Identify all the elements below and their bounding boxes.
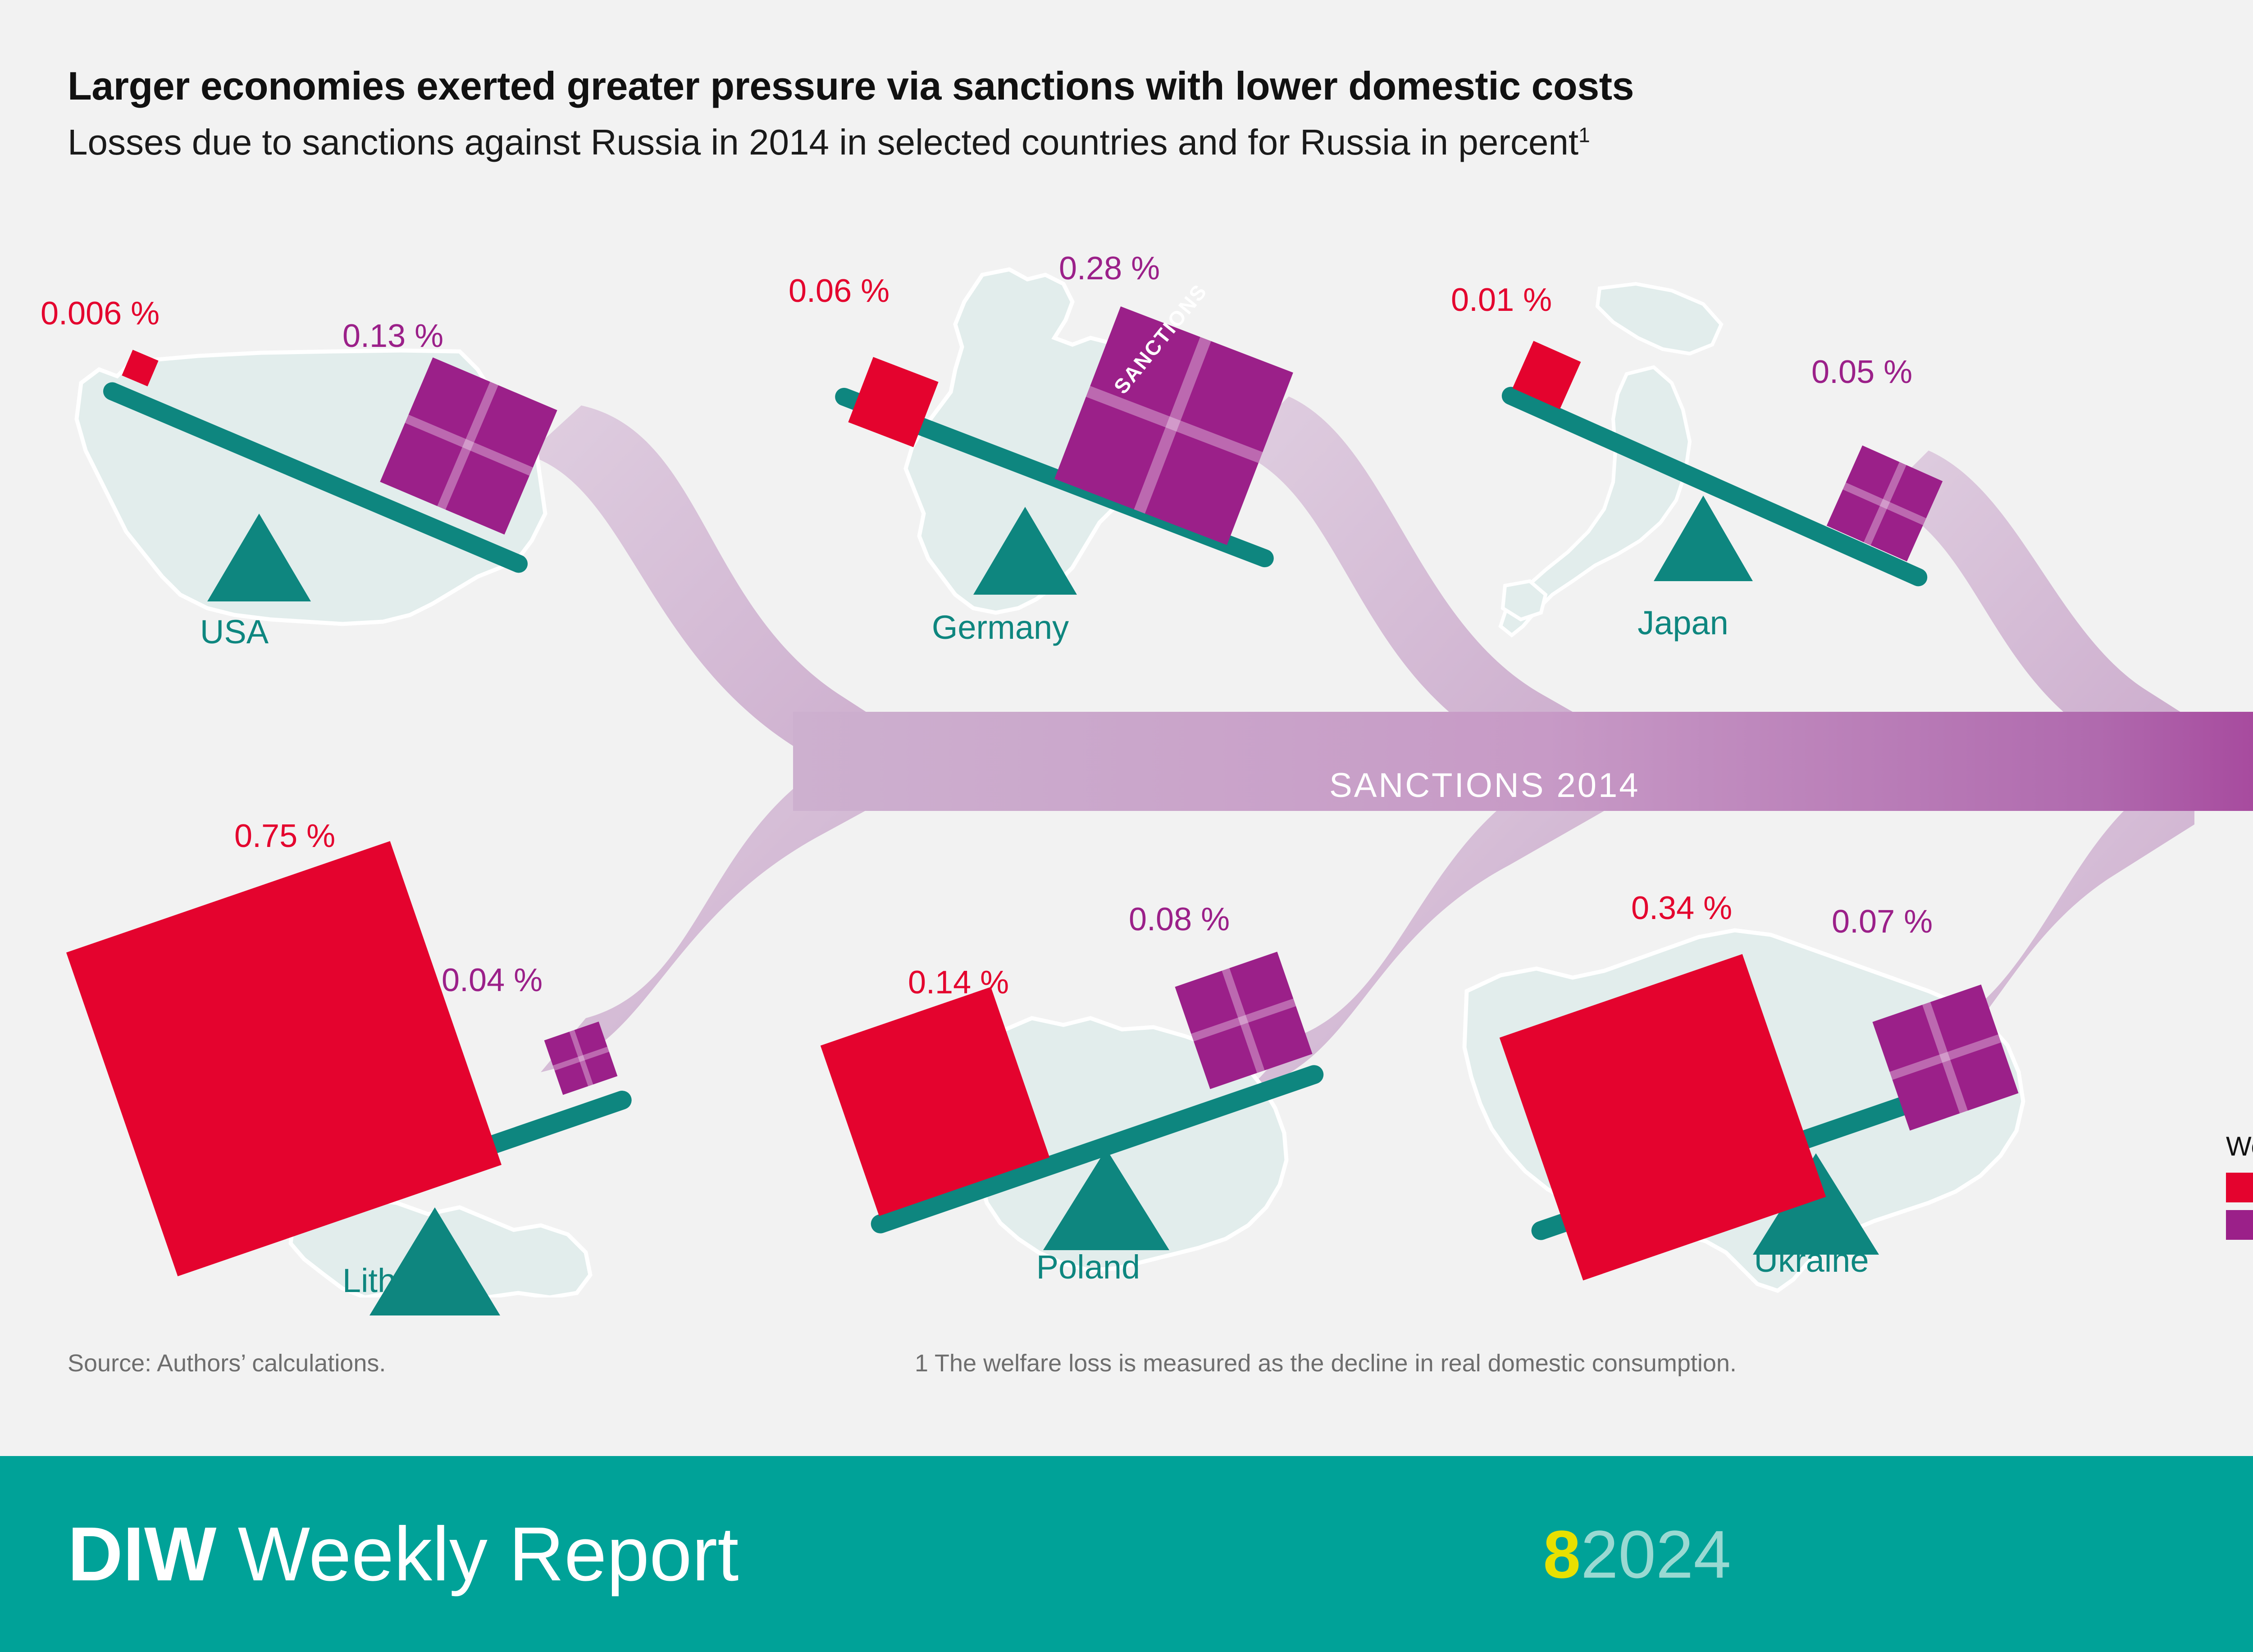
value-russia-ukraine: 0.07 % xyxy=(1832,904,1933,940)
seesaw-fulcrum-germany xyxy=(973,507,1077,595)
scale-usa[interactable]: 0.006 % 0.13 % USA xyxy=(27,279,658,651)
seesaw-fulcrum-usa xyxy=(207,514,311,601)
scale-lithuania[interactable]: 0.75 % 0.04 % Lithuania xyxy=(54,775,707,1315)
subtitle-text: Losses due to sanctions against Russia i… xyxy=(68,122,1579,162)
value-russia-japan: 0.05 % xyxy=(1811,354,1913,390)
scale-poland[interactable]: 0.14 % 0.08 % Poland xyxy=(793,883,1406,1302)
scale-ukraine[interactable]: 0.34 % 0.07 % Ukraine xyxy=(1442,856,2091,1306)
value-russia-lithuania: 0.04 % xyxy=(442,962,543,998)
bottom-banner: DIW Weekly Report 82024 DIW BERLIN xyxy=(0,1456,2253,1652)
subtitle-footnote-marker: 1 xyxy=(1578,123,1590,147)
country-label-lithuania: Lithuania xyxy=(342,1262,478,1299)
value-country-germany: 0.06 % xyxy=(789,273,890,309)
seesaw-fulcrum-japan xyxy=(1654,496,1753,581)
seesaw-fulcrum-poland xyxy=(1043,1149,1169,1250)
issue-indicator: 82024 xyxy=(1543,1520,1731,1588)
country-label-usa: USA xyxy=(200,613,269,651)
value-russia-germany: 0.28 % xyxy=(1059,250,1160,287)
legend-item-russia: For Russia xyxy=(2226,1209,2253,1240)
footnote: 1 The welfare loss is measured as the de… xyxy=(915,1350,1737,1377)
issue-number: 8 xyxy=(1543,1516,1581,1592)
value-country-japan: 0.01 % xyxy=(1451,282,1552,318)
legend-item-country: For the country xyxy=(2226,1172,2253,1203)
legend-swatch-country xyxy=(2226,1172,2253,1202)
value-russia-poland: 0.08 % xyxy=(1129,901,1230,937)
japan-map xyxy=(1498,282,1724,638)
country-label-germany: Germany xyxy=(931,609,1069,646)
value-country-ukraine: 0.34 % xyxy=(1631,890,1733,926)
value-country-usa: 0.006 % xyxy=(41,296,160,332)
banner-title: DIW Weekly Report xyxy=(68,1516,739,1593)
source-note: Source: Authors’ calculations. xyxy=(68,1350,386,1377)
country-label-poland: Poland xyxy=(1036,1248,1140,1286)
scale-germany[interactable]: SANCTIONS 0.06 % 0.28 % Germany xyxy=(775,250,1361,646)
country-label-japan: Japan xyxy=(1637,604,1729,642)
page-subtitle: Losses due to sanctions against Russia i… xyxy=(68,122,1590,163)
banner-title-bold: DIW xyxy=(68,1511,217,1597)
value-country-poland: 0.14 % xyxy=(908,965,1009,1001)
page-title: Larger economies exerted greater pressur… xyxy=(68,64,1634,108)
legend: Welfare loss from 2014 sanctions For the… xyxy=(2226,1131,2253,1240)
value-country-lithuania: 0.75 % xyxy=(234,818,336,854)
scale-japan[interactable]: 0.01 % 0.05 % Japan xyxy=(1433,270,2010,642)
legend-swatch-russia xyxy=(2226,1210,2253,1240)
seesaw-fulcrum-lithuania xyxy=(369,1207,500,1315)
banner-title-light: Weekly Report xyxy=(237,1511,739,1597)
flow-label: SANCTIONS 2014 xyxy=(1329,766,1640,805)
country-label-ukraine: Ukraine xyxy=(1754,1242,1869,1279)
value-russia-usa: 0.13 % xyxy=(342,318,444,354)
legend-title: Welfare loss from 2014 sanctions xyxy=(2226,1131,2253,1161)
issue-year: 2024 xyxy=(1580,1516,1731,1592)
